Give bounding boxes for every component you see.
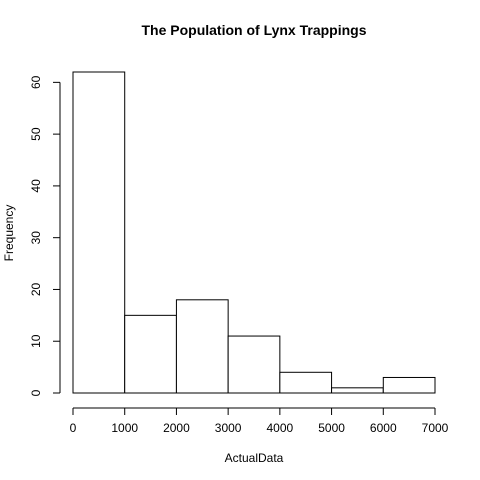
histogram-bar-3 xyxy=(227,335,281,394)
y-tick-label-3: 30 xyxy=(29,231,43,245)
histogram-bar-5 xyxy=(331,387,384,394)
x-tick-label-1: 1000 xyxy=(111,421,138,435)
x-axis-label: ActualData xyxy=(225,451,284,465)
histogram-bar-2 xyxy=(175,299,229,394)
y-tick-label-0: 0 xyxy=(29,389,43,396)
histogram-bar-4 xyxy=(279,371,333,394)
y-tick-label-2: 20 xyxy=(29,282,43,296)
y-tick-label-4: 40 xyxy=(29,179,43,193)
x-tick-label-2: 2000 xyxy=(163,421,190,435)
chart-title: The Population of Lynx Trappings xyxy=(141,22,366,38)
histogram-bar-0 xyxy=(72,71,126,394)
y-tick-label-1: 10 xyxy=(29,334,43,348)
histogram-bar-1 xyxy=(124,314,177,394)
histogram-bar-6 xyxy=(382,376,436,394)
y-tick-label-6: 60 xyxy=(29,75,43,89)
x-tick-label-6: 6000 xyxy=(370,421,397,435)
y-axis: 0 10 20 30 40 50 60 xyxy=(29,75,61,396)
x-tick-label-3: 3000 xyxy=(215,421,242,435)
y-tick-label-5: 50 xyxy=(29,127,43,141)
x-axis: 0 1000 2000 3000 4000 5000 6000 7000 xyxy=(70,407,449,435)
x-tick-label-7: 7000 xyxy=(422,421,449,435)
x-tick-label-0: 0 xyxy=(70,421,77,435)
bars-group xyxy=(72,71,436,394)
x-tick-label-4: 4000 xyxy=(267,421,294,435)
y-axis-label: Frequency xyxy=(2,205,16,262)
x-tick-label-5: 5000 xyxy=(318,421,345,435)
